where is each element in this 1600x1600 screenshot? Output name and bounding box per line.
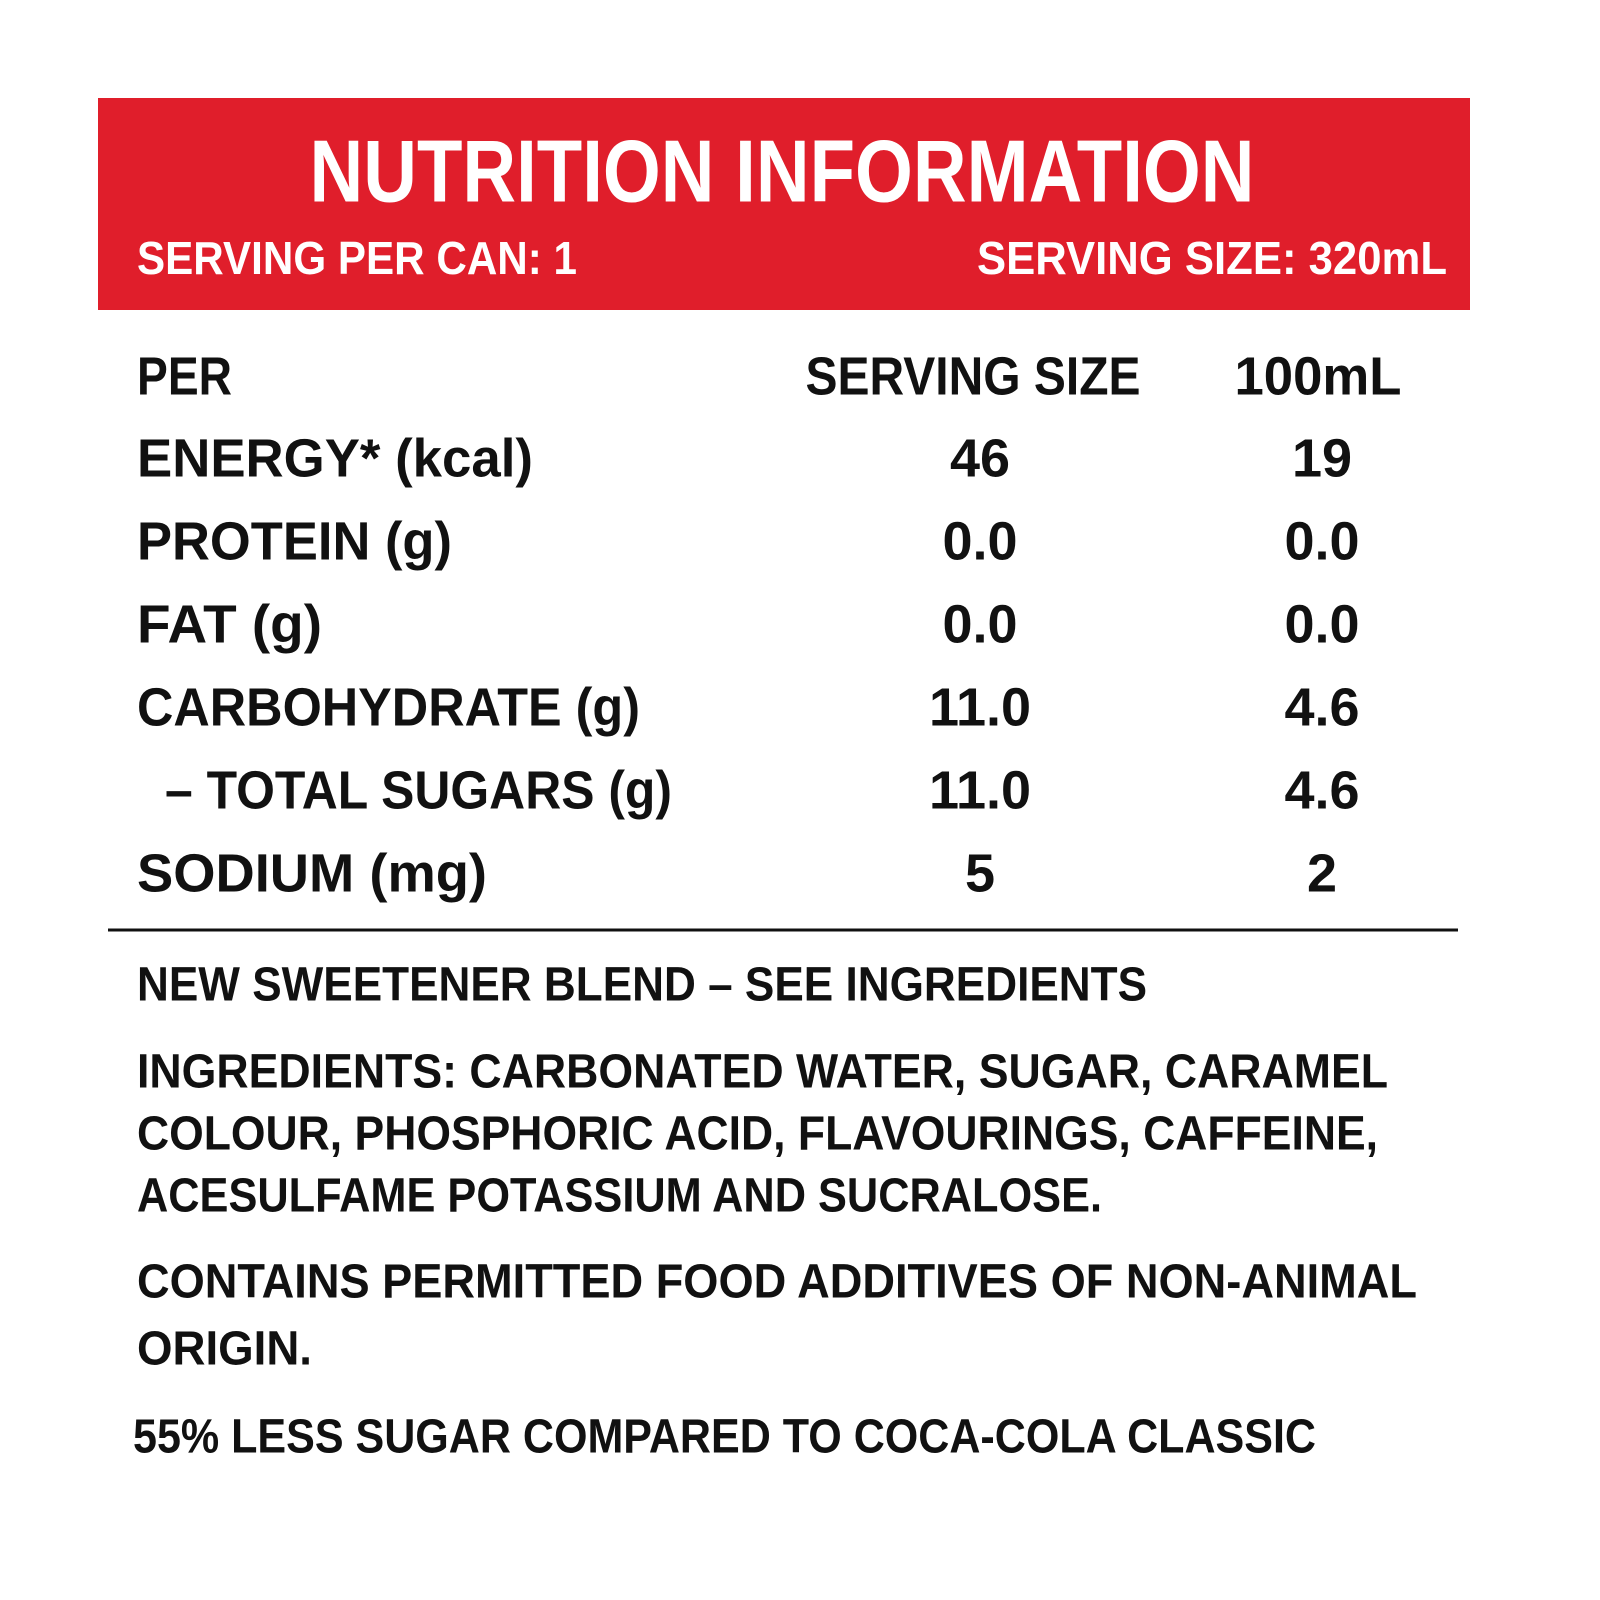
row-label: ENERGY* (kcal) xyxy=(137,428,533,488)
cell: 0.0 xyxy=(942,594,1017,654)
cell: 0.0 xyxy=(942,511,1017,571)
column-header: SERVING SIZE xyxy=(806,346,1141,406)
row-label: – TOTAL SUGARS (g) xyxy=(165,760,672,820)
cell: 11.0 xyxy=(929,760,1031,820)
row-label: PROTEIN (g) xyxy=(137,511,452,571)
cell: 11.0 xyxy=(929,677,1031,737)
title: NUTRITION INFORMATION xyxy=(310,121,1255,220)
note: NEW SWEETENER BLEND – SEE INGREDIENTS xyxy=(137,959,1147,1012)
additives-line: CONTAINS PERMITTED FOOD ADDITIVES OF NON… xyxy=(137,1256,1417,1309)
ingredients-line: COLOUR, PHOSPHORIC ACID, FLAVOURINGS, CA… xyxy=(137,1108,1378,1161)
row-label: FAT (g) xyxy=(137,594,322,654)
cell: 0.0 xyxy=(1284,594,1359,654)
cell: 5 xyxy=(965,843,995,903)
serving-per-can: SERVING PER CAN: 1 xyxy=(137,232,577,284)
cell: 4.6 xyxy=(1284,677,1359,737)
cell: 4.6 xyxy=(1284,760,1359,820)
serving-size: SERVING SIZE: 320mL xyxy=(977,232,1447,284)
column-header: 100mL xyxy=(1235,346,1402,406)
row-label: SODIUM (mg) xyxy=(137,843,487,903)
ingredients-line: ACESULFAME POTASSIUM AND SUCRALOSE. xyxy=(137,1170,1102,1223)
row-label: CARBOHYDRATE (g) xyxy=(137,677,640,737)
ingredients-line: INGREDIENTS: CARBONATED WATER, SUGAR, CA… xyxy=(137,1046,1388,1099)
header-band xyxy=(98,98,1470,310)
cell: 19 xyxy=(1292,428,1352,488)
column-header: PER xyxy=(137,346,232,406)
cell: 0.0 xyxy=(1284,511,1359,571)
cell: 2 xyxy=(1307,843,1337,903)
additives-line: ORIGIN. xyxy=(137,1323,312,1376)
cell: 46 xyxy=(950,428,1010,488)
note: 55% LESS SUGAR COMPARED TO COCA-COLA CLA… xyxy=(133,1411,1316,1464)
